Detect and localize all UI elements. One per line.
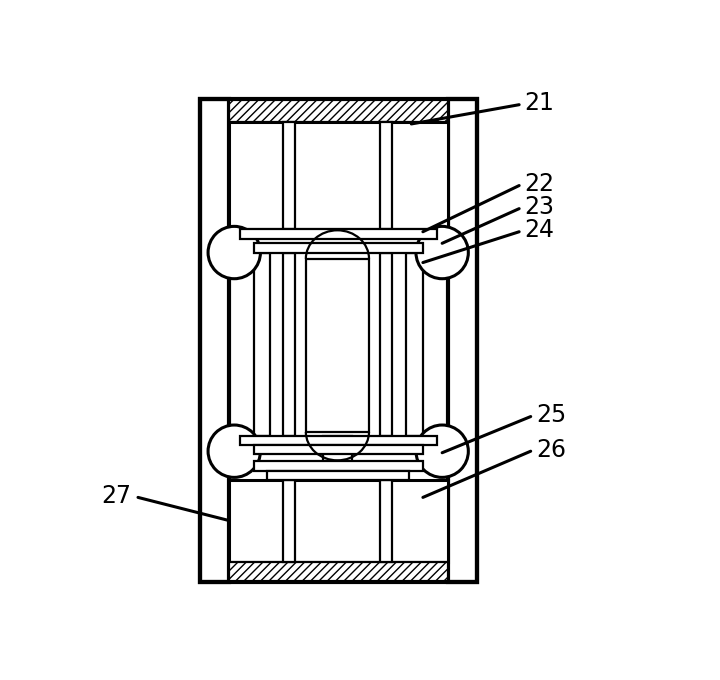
Text: 23: 23 [525, 195, 554, 219]
Text: 22: 22 [525, 172, 554, 196]
Bar [253, 243, 423, 252]
Text: 26: 26 [536, 438, 566, 462]
Bar [323, 436, 352, 461]
Text: 27: 27 [101, 484, 131, 508]
Bar [267, 471, 409, 481]
Bar [199, 99, 477, 582]
Bar [379, 481, 392, 562]
Bar [306, 258, 369, 432]
Text: 24: 24 [525, 218, 554, 242]
Bar [283, 122, 295, 229]
Bar [379, 122, 392, 229]
Text: 25: 25 [536, 403, 567, 427]
Circle shape [208, 226, 261, 279]
Bar [199, 99, 229, 582]
Circle shape [208, 425, 261, 477]
Text: 21: 21 [525, 91, 554, 115]
Circle shape [416, 425, 468, 477]
Bar [229, 99, 448, 122]
Bar [253, 252, 271, 436]
Bar [283, 481, 295, 562]
Bar [283, 252, 295, 436]
Circle shape [416, 226, 468, 279]
Bar [406, 252, 423, 436]
Bar [253, 445, 423, 454]
Bar [448, 99, 477, 582]
Bar [379, 252, 392, 436]
Bar [229, 122, 448, 229]
Bar [229, 562, 448, 582]
Bar [240, 229, 437, 239]
Bar [240, 436, 437, 445]
Bar [253, 461, 423, 471]
Bar [229, 481, 448, 562]
